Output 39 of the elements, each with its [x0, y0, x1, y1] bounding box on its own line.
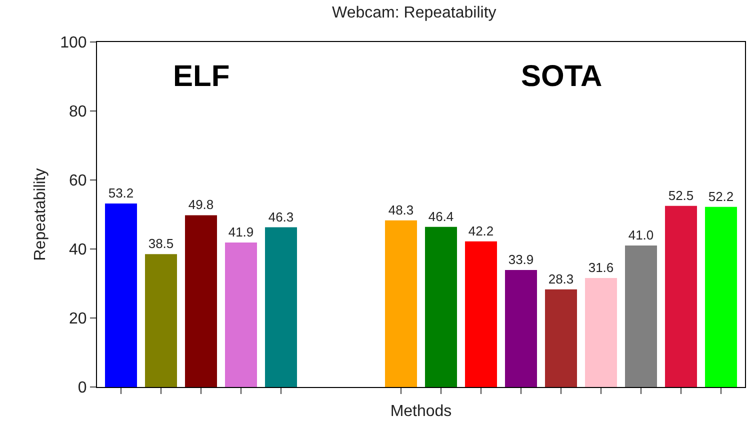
y-tick-label: 80: [69, 104, 87, 121]
bar: [265, 227, 297, 387]
data-label: 41.0: [628, 228, 654, 243]
data-label: 41.9: [228, 224, 254, 240]
data-label: 52.2: [708, 188, 734, 204]
y-tick-label: 60: [69, 172, 87, 190]
bar: [425, 226, 457, 387]
bar: [385, 220, 417, 387]
data-label: 48.3: [388, 202, 414, 218]
y-tick-label: 20: [69, 310, 87, 328]
data-label: 46.4: [428, 208, 454, 224]
data-label: 53.2: [108, 185, 134, 200]
annotation: SOTA: [521, 60, 602, 93]
y-tick-label: 100: [60, 34, 87, 52]
data-label: 42.2: [468, 223, 494, 238]
bar: [465, 241, 497, 387]
annotation: ELF: [173, 60, 230, 93]
bar: [185, 215, 217, 387]
y-tick-label: 0: [78, 380, 87, 397]
x-axis-title: Methods: [390, 402, 452, 420]
bar: [505, 270, 537, 387]
bar: [545, 289, 577, 387]
data-label: 38.5: [148, 236, 174, 252]
chart-title: Webcam: Repeatability: [332, 4, 496, 22]
y-tick-label: 40: [69, 242, 87, 259]
data-label: 31.6: [588, 260, 614, 275]
bar: [665, 206, 697, 387]
bar: [625, 246, 657, 387]
y-axis-title: Repeatability: [32, 168, 49, 261]
bar: [105, 203, 137, 387]
bar: [585, 278, 617, 387]
bar: [705, 206, 737, 387]
data-label: 46.3: [268, 209, 294, 224]
data-label: 28.3: [548, 271, 574, 286]
bar: [225, 242, 257, 387]
bar: [145, 254, 177, 387]
data-label: 33.9: [508, 252, 534, 268]
data-label: 52.5: [668, 188, 694, 203]
data-label: 49.8: [188, 197, 214, 212]
